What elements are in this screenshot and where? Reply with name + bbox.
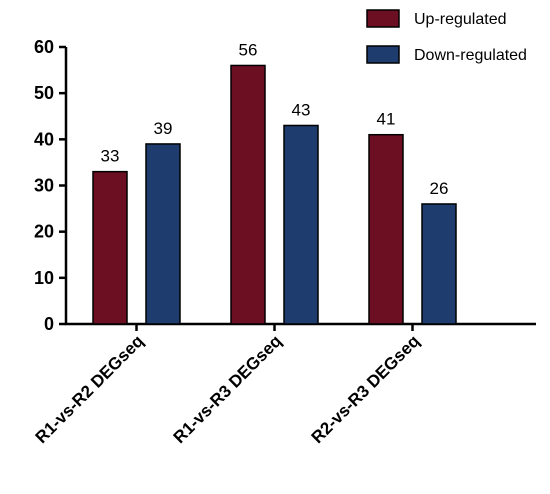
bar-up-regulated	[92, 170, 128, 325]
x-axis: R1-vs-R2 DEGseq R1-vs-R3 DEGseq R2-vs-R3 D…	[32, 322, 536, 447]
bar-value-label: 41	[377, 110, 396, 129]
y-tick-label: 60	[34, 37, 54, 57]
bar-up-regulated	[368, 133, 404, 325]
legend: Up-regulated Down-regulated	[366, 9, 527, 64]
x-category-label: R2-vs-R3 DEGseq	[308, 331, 424, 447]
bar-value-label: 26	[430, 179, 449, 198]
data-labels: 33 56 41 39 43 26	[101, 40, 449, 198]
bar-value-label: 56	[239, 40, 258, 59]
bar-up-regulated	[230, 64, 266, 325]
y-tick-label: 10	[34, 268, 54, 288]
bar-value-label: 33	[101, 147, 120, 166]
legend-label: Down-regulated	[414, 47, 527, 64]
bars	[92, 64, 457, 325]
y-tick-label: 0	[44, 314, 54, 334]
bar-down-regulated	[283, 124, 319, 325]
bar-down-regulated	[421, 203, 457, 325]
y-tick-label: 40	[34, 129, 54, 149]
x-category-label: R1-vs-R2 DEGseq	[32, 331, 148, 447]
y-tick-label: 30	[34, 176, 54, 196]
legend-swatch	[366, 9, 400, 28]
bar-down-regulated	[145, 143, 181, 325]
bar-value-label: 39	[154, 119, 173, 138]
legend-label: Up-regulated	[414, 11, 507, 28]
legend-swatch	[366, 45, 400, 64]
y-tick-label: 50	[34, 83, 54, 103]
x-category-label: R1-vs-R3 DEGseq	[170, 331, 286, 447]
bar-value-label: 43	[292, 100, 311, 119]
y-axis: 0 10 20 30 40 50 60	[34, 37, 68, 334]
y-tick-label: 20	[34, 222, 54, 242]
